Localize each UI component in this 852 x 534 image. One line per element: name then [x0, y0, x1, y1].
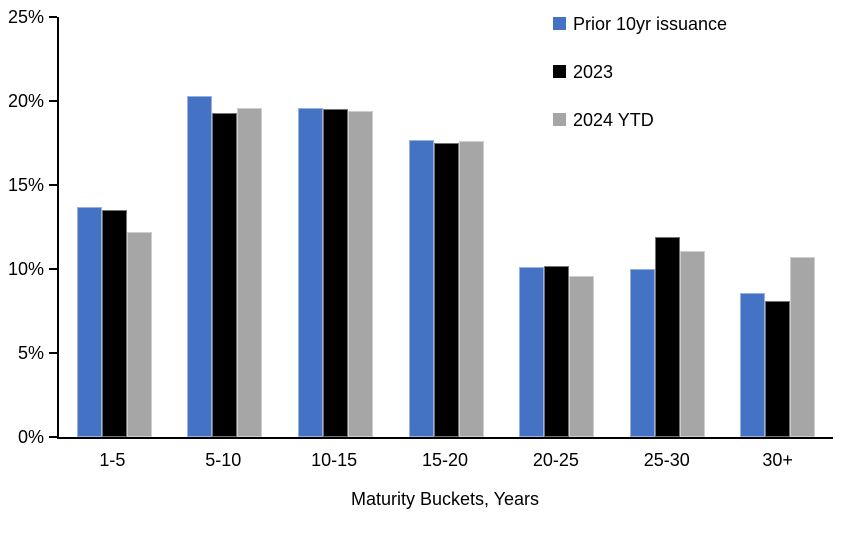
bar-group-25-30 — [612, 17, 723, 437]
bar — [740, 292, 766, 437]
bar — [76, 206, 102, 437]
plot-area — [49, 16, 833, 439]
bar — [322, 109, 348, 437]
y-tick-mark — [49, 100, 57, 102]
bar-group-30+ — [722, 17, 833, 437]
bar-group-5-10 — [170, 17, 281, 437]
x-axis-title: Maturity Buckets, Years — [350, 489, 540, 509]
y-tick-label: 5% — [17, 343, 44, 363]
legend-swatch-icon — [553, 113, 566, 126]
x-tick-label: 25-30 — [643, 450, 690, 470]
bar-group-15-20 — [391, 17, 502, 437]
bar — [654, 237, 680, 437]
y-tick-label: 0% — [17, 427, 44, 447]
legend-item: Prior 10yr issuance — [553, 10, 727, 37]
x-tick-label: 30+ — [762, 450, 793, 470]
y-tick-label: 25% — [7, 7, 44, 27]
legend-label: 2024 YTD — [573, 109, 654, 130]
x-tick-label: 10-15 — [311, 450, 358, 470]
legend-swatch-icon — [553, 17, 566, 30]
y-axis-labels: 0% 5% 10% 15% 20% 25% — [0, 8, 44, 446]
legend: Prior 10yr issuance 2023 2024 YTD — [553, 10, 727, 133]
bar — [101, 210, 127, 437]
x-tick-label: 20-25 — [532, 450, 579, 470]
y-tick-label: 20% — [7, 91, 44, 111]
bar — [408, 139, 434, 437]
bar — [237, 107, 263, 437]
x-tick-label: 15-20 — [421, 450, 469, 470]
legend-item: 2023 — [553, 58, 727, 85]
y-tick-mark — [49, 352, 57, 354]
bar — [679, 250, 705, 437]
bar — [629, 269, 655, 437]
bar — [126, 232, 152, 437]
y-tick-mark — [49, 184, 57, 186]
legend-item: 2024 YTD — [553, 106, 727, 133]
legend-label: Prior 10yr issuance — [573, 13, 728, 34]
bar — [790, 257, 816, 437]
y-tick-mark — [49, 16, 57, 18]
x-axis-labels: 1-5 5-10 10-15 15-20 20-25 25-30 30+ — [57, 450, 833, 470]
bar — [187, 95, 213, 437]
bar — [544, 265, 570, 437]
bar-groups — [59, 17, 833, 437]
bar — [212, 112, 238, 437]
bar — [569, 275, 595, 437]
y-tick-mark — [49, 268, 57, 270]
bar — [765, 300, 791, 437]
legend-label: 2023 — [573, 61, 614, 82]
bar — [458, 141, 484, 437]
x-tick-label: 5-10 — [205, 450, 242, 470]
y-tick-label: 10% — [7, 259, 44, 279]
bar — [433, 143, 459, 437]
bar-group-1-5 — [59, 17, 170, 437]
legend-swatch-icon — [553, 65, 566, 78]
bar — [297, 107, 323, 437]
y-tick-mark — [49, 436, 57, 438]
bar — [347, 111, 373, 437]
bar-group-20-25 — [501, 17, 612, 437]
x-tick-label: 1-5 — [99, 450, 126, 470]
y-tick-label: 15% — [7, 175, 44, 195]
bar-group-10-15 — [280, 17, 391, 437]
bar — [519, 267, 545, 437]
